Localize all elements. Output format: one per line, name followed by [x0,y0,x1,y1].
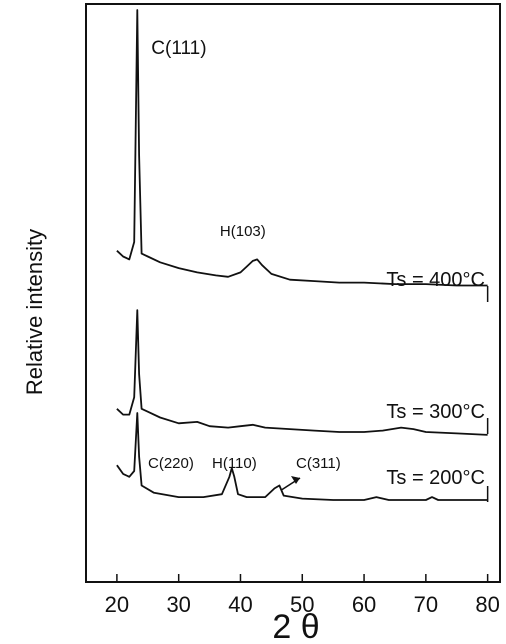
x-axis-ticks: 20 30 40 50 60 70 80 [105,574,500,617]
x-tick-label: 40 [228,592,252,617]
x-tick-label: 70 [414,592,438,617]
x-tick-label: 50 [290,592,314,617]
annotation-h103: H(103) [220,223,266,240]
series-lines [116,9,489,502]
x-tick-label: 30 [166,592,190,617]
series-line-0 [116,9,488,287]
annotation-c111: C(111) [151,38,206,59]
annotation-c311-arrowhead [291,476,300,484]
plot-frame [85,3,501,583]
series-line-1 [116,309,488,436]
annotation-c220: C(220) [148,455,194,472]
series-label-400: Ts = 400°C [386,269,485,291]
series-label-200: Ts = 200°C [386,467,485,489]
chart-labels: Relative intensity 2 θ Ts = 400°C Ts = 3… [22,38,485,644]
series-label-300: Ts = 300°C [386,401,485,423]
annotation-h110: H(110) [212,455,257,472]
annotation-c311: C(311) [296,455,341,472]
x-tick-label: 60 [352,592,376,617]
x-tick-label: 80 [475,592,499,617]
plot-area-border [85,3,501,583]
x-axis-label: 2 θ [272,608,319,644]
y-axis-label: Relative intensity [22,229,47,395]
x-tick-label: 20 [105,592,129,617]
series-line-2 [116,412,488,501]
